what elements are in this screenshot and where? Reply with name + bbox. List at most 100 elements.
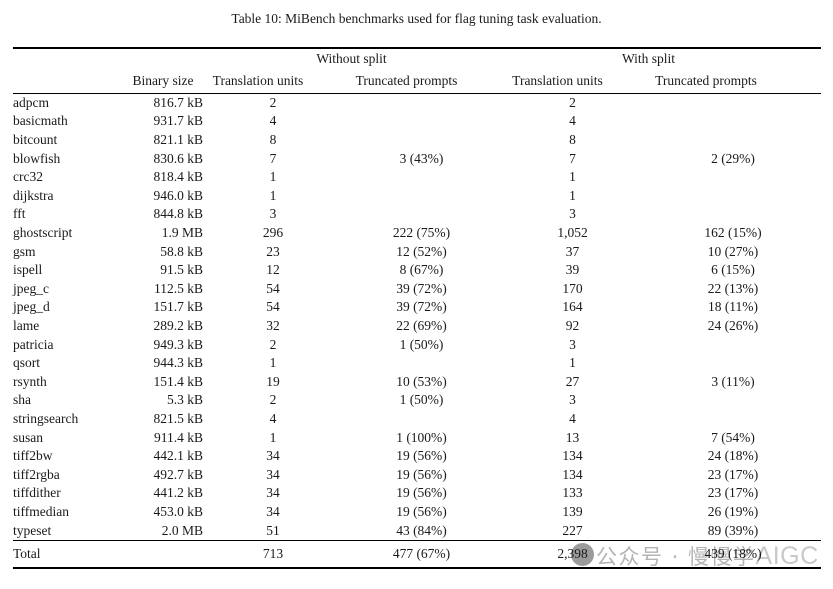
benchmark-name-cell: basicmath bbox=[13, 113, 68, 129]
binary-size-cell: 151.4 kB bbox=[153, 373, 203, 389]
binary-size-cell: 816.7 kB bbox=[153, 94, 203, 110]
binary-size-cell: 289.2 kB bbox=[153, 318, 203, 333]
benchmark-name-cell: lame bbox=[13, 318, 40, 333]
total-translation-units-with-cell: 2,398 bbox=[500, 540, 645, 570]
table-row: ispell 91.5 kB 12 8 (67%) 39 6 (15%) bbox=[13, 261, 821, 280]
translation-units-without-cell: 23 bbox=[266, 243, 280, 259]
translation-units-with-cell: 134 bbox=[562, 466, 583, 482]
truncated-prompts-without-cell: 10 (53%) bbox=[396, 373, 447, 389]
translation-units-with-cell: 13 bbox=[565, 429, 580, 445]
table-row: tiff2bw 442.1 kB 34 19 (56%) 134 24 (18%) bbox=[13, 447, 821, 466]
table-row: tiffmedian 453.0 kB 34 19 (56%) 139 26 (19%) bbox=[13, 503, 821, 522]
benchmark-name-cell: ghostscript bbox=[13, 225, 73, 241]
benchmark-name-cell: gsm bbox=[13, 243, 36, 259]
table-row: tiff2rgba 492.7 kB 34 19 (56%) 134 23 (17%) bbox=[13, 466, 821, 485]
binary-size-cell: 1.9 MB bbox=[161, 225, 203, 241]
translation-units-without-cell: 1 bbox=[269, 169, 277, 185]
truncated-prompts-with-cell bbox=[645, 336, 821, 355]
translation-units-with-cell: 227 bbox=[500, 521, 645, 542]
binary-size-cell: 911.4 kB bbox=[153, 429, 203, 445]
binary-size-cell: 112.5 kB bbox=[153, 280, 203, 296]
translation-units-without-cell: 4 bbox=[269, 113, 277, 129]
group-header-with-split: With split bbox=[621, 51, 676, 67]
truncated-prompts-without-cell bbox=[343, 131, 500, 150]
truncated-prompts-with-cell: 6 (15%) bbox=[711, 262, 755, 278]
column-header-binary-size: Binary size bbox=[123, 70, 203, 94]
truncated-prompts-with-cell: 3 (11%) bbox=[711, 373, 755, 389]
translation-units-with-cell: 139 bbox=[562, 503, 583, 519]
truncated-prompts-with-cell: 24 (26%) bbox=[707, 318, 759, 333]
translation-units-without-cell: 3 bbox=[269, 206, 277, 222]
truncated-prompts-with-cell bbox=[645, 410, 821, 429]
table-row: patricia 949.3 kB 2 1 (50%) 3 bbox=[13, 336, 821, 355]
translation-units-without-cell: 54 bbox=[266, 299, 280, 315]
translation-units-without-cell: 51 bbox=[203, 521, 343, 542]
benchmark-name-cell: tiffmedian bbox=[13, 503, 69, 519]
truncated-prompts-with-cell: 18 (11%) bbox=[707, 299, 759, 315]
translation-units-with-cell: 8 bbox=[569, 132, 576, 148]
binary-size-cell: 818.4 kB bbox=[153, 169, 203, 185]
benchmark-name-cell: dijkstra bbox=[13, 187, 54, 203]
binary-size-cell: 442.1 kB bbox=[153, 448, 203, 464]
benchmark-name-cell: blowfish bbox=[13, 150, 61, 166]
column-header-translation-units-with: Translation units bbox=[500, 70, 645, 94]
translation-units-without-cell: 1 bbox=[269, 355, 277, 371]
truncated-prompts-without-cell: 1 (100%) bbox=[396, 429, 447, 445]
benchmark-name-cell: bitcount bbox=[13, 132, 58, 148]
translation-units-with-cell: 1,052 bbox=[557, 225, 588, 241]
total-label-cell: Total bbox=[13, 540, 123, 570]
benchmark-name-cell: stringsearch bbox=[13, 410, 79, 426]
column-header-truncated-prompts-with: Truncated prompts bbox=[645, 70, 821, 94]
truncated-prompts-without-cell: 12 (52%) bbox=[396, 243, 447, 259]
translation-units-with-cell: 170 bbox=[562, 280, 583, 296]
truncated-prompts-without-cell: 39 (72%) bbox=[396, 280, 447, 296]
truncated-prompts-without-cell bbox=[343, 354, 500, 373]
translation-units-without-cell: 34 bbox=[266, 448, 280, 464]
binary-size-cell: 58.8 kB bbox=[160, 243, 203, 259]
translation-units-with-cell: 164 bbox=[562, 299, 583, 315]
translation-units-with-cell: 7 bbox=[569, 150, 576, 166]
truncated-prompts-with-cell bbox=[645, 392, 821, 411]
table-row: jpeg_d 151.7 kB 54 39 (72%) 164 18 (11%) bbox=[13, 299, 821, 318]
table-caption: Table 10: MiBench benchmarks used for fl… bbox=[231, 11, 602, 26]
table-row: jpeg_c 112.5 kB 54 39 (72%) 170 22 (13%) bbox=[13, 280, 821, 299]
table-row: tiffdither 441.2 kB 34 19 (56%) 133 23 (17%) bbox=[13, 484, 821, 503]
translation-units-with-cell: 1 bbox=[569, 187, 576, 203]
table-row: gsm 58.8 kB 23 12 (52%) 37 10 (27%) bbox=[13, 243, 821, 262]
table-row: dijkstra 946.0 kB 1 1 bbox=[13, 187, 821, 206]
translation-units-without-cell: 34 bbox=[266, 485, 280, 501]
table-body: adpcm 816.7 kB 2 2 basicmath 931.7 kB 4 4 bitcou… bbox=[13, 94, 821, 542]
truncated-prompts-without-cell bbox=[343, 206, 500, 225]
total-translation-units-without-cell: 713 bbox=[203, 540, 343, 570]
column-header-spacer bbox=[13, 70, 123, 94]
truncated-prompts-without-cell: 19 (56%) bbox=[396, 485, 447, 501]
binary-size-cell: 492.7 kB bbox=[153, 466, 203, 482]
binary-size-cell: 151.7 kB bbox=[153, 299, 203, 315]
table-row: susan 911.4 kB 1 1 (100%) 13 7 (54%) bbox=[13, 429, 821, 448]
binary-size-cell: 931.7 kB bbox=[153, 113, 203, 129]
table-row: qsort 944.3 kB 1 1 bbox=[13, 354, 821, 373]
benchmark-name-cell: qsort bbox=[13, 355, 40, 371]
benchmark-name-cell: sha bbox=[13, 392, 31, 408]
translation-units-with-cell: 133 bbox=[562, 485, 583, 501]
truncated-prompts-without-cell: 19 (56%) bbox=[396, 448, 447, 464]
truncated-prompts-with-cell: 10 (27%) bbox=[707, 243, 759, 259]
binary-size-cell: 944.3 kB bbox=[153, 355, 203, 371]
truncated-prompts-with-cell bbox=[645, 168, 821, 187]
truncated-prompts-with-cell: 26 (19%) bbox=[707, 503, 759, 519]
truncated-prompts-with-cell: 89 (39%) bbox=[645, 521, 821, 542]
benchmark-name-cell: adpcm bbox=[13, 94, 49, 110]
total-truncated-prompts-with-cell: 439 (18%) bbox=[645, 540, 821, 570]
binary-size-cell: 821.1 kB bbox=[153, 132, 203, 148]
truncated-prompts-without-cell: 3 (43%) bbox=[399, 150, 444, 166]
binary-size-cell: 5.3 kB bbox=[166, 392, 203, 408]
column-header-row: Binary size Translation units Truncated … bbox=[13, 70, 821, 94]
translation-units-without-cell: 12 bbox=[266, 262, 280, 278]
truncated-prompts-without-cell: 222 (75%) bbox=[392, 225, 451, 241]
translation-units-with-cell: 3 bbox=[569, 336, 576, 352]
truncated-prompts-without-cell bbox=[343, 410, 500, 429]
benchmarks-table: Without split With split Binary size Tra… bbox=[13, 47, 821, 570]
translation-units-with-cell: 39 bbox=[565, 262, 580, 278]
truncated-prompts-without-cell: 43 (84%) bbox=[343, 521, 500, 542]
truncated-prompts-without-cell: 1 (50%) bbox=[399, 392, 444, 408]
